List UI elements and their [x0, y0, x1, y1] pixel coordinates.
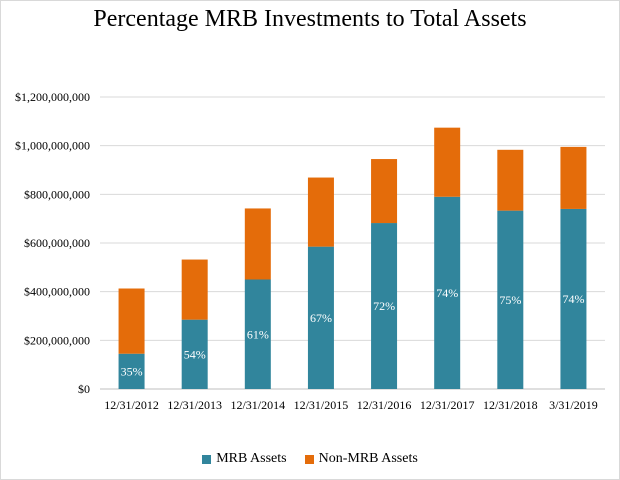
bar-mrb — [497, 210, 524, 389]
bar-mrb — [244, 279, 271, 389]
chart-title: Percentage MRB Investments to Total Asse… — [93, 6, 527, 32]
x-tick-label: 3/31/2019 — [549, 398, 598, 412]
legend-swatch-non-mrb — [304, 454, 314, 464]
y-tick-label: $1,200,000,000 — [15, 90, 90, 104]
y-tick-label: $1,000,000,000 — [15, 139, 90, 153]
bar-non-mrb — [307, 177, 334, 247]
bar-non-mrb — [244, 208, 271, 280]
bar-non-mrb — [118, 288, 145, 354]
bar-non-mrb — [560, 146, 587, 209]
bar-mrb — [434, 196, 461, 389]
y-tick-label: $800,000,000 — [24, 187, 90, 201]
y-tick-label: $600,000,000 — [24, 236, 90, 250]
legend: MRB Assets Non-MRB Assets — [0, 451, 620, 467]
bar-mrb — [307, 246, 334, 389]
y-tick-label: $400,000,000 — [24, 285, 90, 299]
x-tick-label: 12/31/2017 — [420, 398, 475, 412]
x-tick-label: 12/31/2015 — [294, 398, 349, 412]
bar-mrb — [181, 319, 208, 389]
legend-label-non-mrb: Non-MRB Assets — [318, 451, 418, 466]
x-tick-label: 12/31/2012 — [104, 398, 159, 412]
data-label: 74% — [436, 286, 458, 300]
data-label: 74% — [562, 292, 584, 306]
bar-mrb — [118, 353, 145, 389]
y-tick-label: $200,000,000 — [24, 333, 90, 347]
legend-item-non-mrb: Non-MRB Assets — [304, 451, 418, 467]
data-label: 35% — [121, 364, 143, 378]
legend-swatch-mrb — [202, 454, 212, 464]
bar-non-mrb — [434, 127, 461, 197]
y-tick-label: $0 — [78, 382, 90, 396]
x-tick-label: 12/31/2014 — [230, 398, 285, 412]
legend-label-mrb: MRB Assets — [216, 451, 287, 466]
bar-mrb — [371, 223, 398, 389]
legend-item-mrb: MRB Assets — [202, 451, 287, 467]
bar-mrb — [560, 208, 587, 389]
x-tick-label: 12/31/2016 — [357, 398, 412, 412]
data-label: 61% — [247, 327, 269, 341]
bar-non-mrb — [181, 259, 208, 320]
x-tick-label: 12/31/2018 — [483, 398, 538, 412]
data-label: 54% — [184, 347, 206, 361]
data-label: 72% — [373, 299, 395, 313]
data-label: 67% — [310, 311, 332, 325]
bar-non-mrb — [497, 149, 524, 211]
x-tick-label: 12/31/2013 — [167, 398, 222, 412]
data-label: 75% — [499, 293, 521, 307]
bar-non-mrb — [371, 159, 398, 224]
